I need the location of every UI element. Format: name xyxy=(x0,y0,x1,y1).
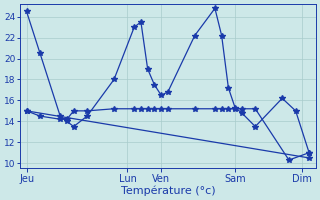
X-axis label: Température (°c): Température (°c) xyxy=(121,185,215,196)
